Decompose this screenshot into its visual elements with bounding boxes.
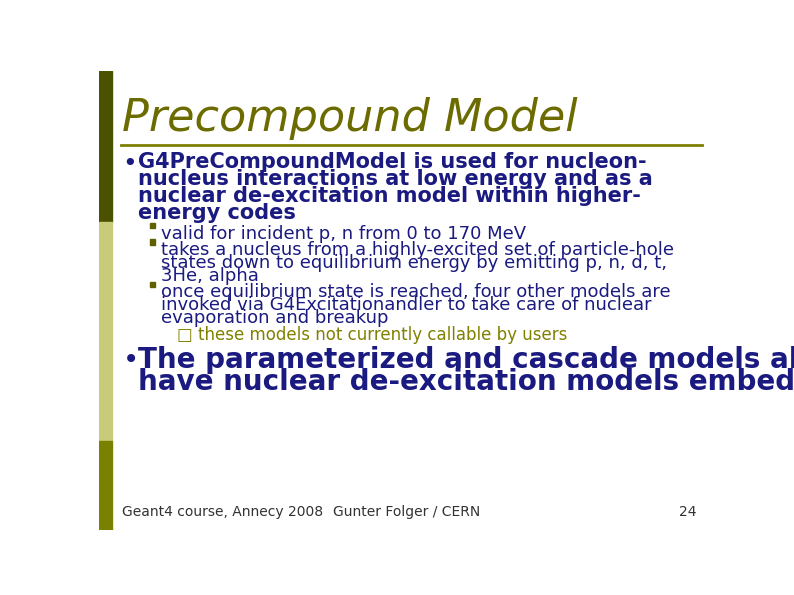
Text: invoked via G4Excitationandler to take care of nuclear: invoked via G4Excitationandler to take c… [161, 296, 652, 314]
Text: G4PreCompoundModel is used for nucleon-: G4PreCompoundModel is used for nucleon- [138, 152, 646, 172]
Bar [149, 239, 155, 245]
Bar [99, 221, 113, 441]
Text: nuclear de-excitation model within higher-: nuclear de-excitation model within highe… [138, 186, 641, 206]
Text: nucleus interactions at low energy and as a: nucleus interactions at low energy and a… [138, 169, 653, 189]
Text: •: • [122, 152, 137, 176]
Text: have nuclear de-excitation models embedded: have nuclear de-excitation models embedd… [138, 368, 794, 396]
Text: 3He, alpha: 3He, alpha [161, 267, 259, 285]
Bar [149, 281, 155, 287]
Text: Gunter Folger / CERN: Gunter Folger / CERN [333, 505, 480, 519]
Text: states down to equilibrium energy by emitting p, n, d, t,: states down to equilibrium energy by emi… [161, 254, 667, 272]
Text: □ these models not currently callable by users: □ these models not currently callable by… [177, 325, 567, 343]
Text: energy codes: energy codes [138, 203, 296, 223]
Text: valid for incident p, n from 0 to 170 MeV: valid for incident p, n from 0 to 170 Me… [161, 225, 526, 243]
Text: Precompound Model: Precompound Model [122, 97, 578, 140]
Text: takes a nucleus from a highly-excited set of particle-hole: takes a nucleus from a highly-excited se… [161, 241, 674, 259]
Text: •: • [122, 346, 139, 374]
Bar [149, 223, 155, 228]
Bar [99, 441, 113, 530]
Text: evaporation and breakup: evaporation and breakup [161, 309, 389, 327]
Text: The parameterized and cascade models all: The parameterized and cascade models all [138, 346, 794, 374]
Text: once equilibrium state is reached, four other models are: once equilibrium state is reached, four … [161, 283, 671, 301]
Text: Geant4 course, Annecy 2008: Geant4 course, Annecy 2008 [122, 505, 324, 519]
Text: 24: 24 [679, 505, 696, 519]
Bar [99, 71, 113, 221]
